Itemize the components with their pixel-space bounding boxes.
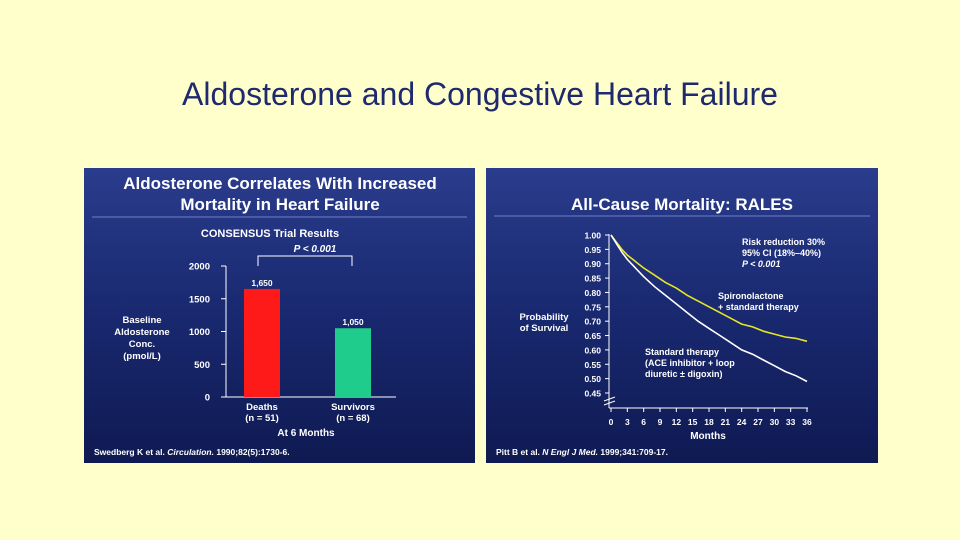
left-chart-panel: Aldosterone Correlates With Increased Mo… [84, 168, 475, 463]
left-xlabel: At 6 Months [277, 428, 335, 439]
bar-chart: Aldosterone Correlates With Increased Mo… [92, 174, 467, 457]
left-category-label: (n = 68) [336, 413, 370, 424]
right-y-tick-label: 0.60 [584, 345, 601, 355]
right-x-tick-label: 0 [609, 417, 614, 427]
standard-therapy-label-line: (ACE inhibitor + loop [645, 358, 735, 368]
right-x-tick-label: 36 [802, 417, 812, 427]
left-citation-ref: 1990;82(5):1730-6. [214, 447, 290, 457]
spironolactone-label: Spironolactone+ standard therapy [718, 291, 799, 312]
risk-line: Risk reduction 30% [742, 237, 825, 247]
left-subtitle: CONSENSUS Trial Results [201, 228, 339, 240]
spironolactone-label-line: + standard therapy [718, 302, 799, 312]
right-y-tick-label: 0.45 [584, 389, 601, 399]
left-bars: 1,650 1,050 [244, 278, 371, 397]
right-x-tick-label: 6 [641, 417, 646, 427]
right-y-tick-label: 0.85 [584, 274, 601, 284]
left-y-tick-label: 0 [205, 393, 210, 404]
left-citation-journal: Circulation. [167, 447, 214, 457]
right-citation-authors: Pitt B et al. [496, 447, 542, 457]
right-title: All-Cause Mortality: RALES [571, 195, 793, 214]
right-x-tick-label: 30 [770, 417, 780, 427]
risk-line: P < 0.001 [742, 259, 780, 269]
right-xlabel: Months [690, 431, 726, 442]
deaths-bar [244, 288, 280, 397]
right-y-tick-label: 0.75 [584, 302, 601, 312]
right-y-tick-label: 1.00 [584, 231, 601, 241]
spironolactone-label-line: Spironolactone [718, 291, 784, 301]
right-x-tick-label: 18 [704, 417, 714, 427]
right-x-tick-label: 9 [658, 417, 663, 427]
left-citation-authors: Swedberg K et al. [94, 447, 167, 457]
right-y-tick-label: 0.55 [584, 360, 601, 370]
right-y-tick-label: 0.90 [584, 259, 601, 269]
line-chart: All-Cause Mortality: RALES Probabilityof… [494, 195, 870, 457]
survival-lines [610, 234, 808, 383]
right-y-tick-label: 0.70 [584, 317, 601, 327]
left-y-ticks: 0 500 1000 1500 2000 [189, 262, 226, 404]
standard-therapy-label-line: diuretic ± digoxin) [645, 369, 722, 379]
left-y-tick-label: 500 [194, 360, 210, 371]
standard-therapy-label: Standard therapy(ACE inhibitor + loopdiu… [645, 347, 735, 379]
left-ylabel-line: (pmol/L) [123, 351, 160, 362]
right-x-tick-label: 33 [786, 417, 796, 427]
right-y-tick-label: 0.50 [584, 374, 601, 384]
bar-value-label: 1,050 [342, 317, 364, 327]
pvalue-label: P < 0.001 [294, 244, 337, 255]
axis-break-icon [603, 396, 616, 406]
standard-therapy-line [610, 234, 808, 383]
left-y-tick-label: 1000 [189, 327, 210, 338]
spironolactone-line [610, 234, 808, 343]
left-ylabel-line: Conc. [129, 339, 155, 350]
left-citation: Swedberg K et al. Circulation. 1990;82(5… [94, 447, 290, 457]
left-y-tick-label: 2000 [189, 262, 210, 273]
risk-reduction-annotation: Risk reduction 30%95% CI (18%–40%)P < 0.… [742, 237, 825, 269]
right-y-tick-label: 0.80 [584, 288, 601, 298]
right-x-ticks: 0 3 6 9 12 15 18 21 24 27 30 33 36 [609, 408, 812, 427]
right-citation-ref: 1999;341:709-17. [598, 447, 668, 457]
right-y-tick-label: 0.65 [584, 331, 601, 341]
bar-value-label: 1,650 [251, 278, 273, 288]
right-x-tick-label: 27 [753, 417, 763, 427]
right-ylabel-line: of Survival [520, 323, 569, 334]
left-category-label: Deaths [246, 402, 278, 413]
right-x-tick-label: 24 [737, 417, 747, 427]
right-y-tick-label: 0.95 [584, 245, 601, 255]
slide-title: Aldosterone and Congestive Heart Failure [182, 76, 778, 112]
left-y-tick-label: 1500 [189, 294, 210, 305]
left-category-labels: Deaths(n = 51) Survivors(n = 68) [245, 402, 375, 424]
left-category-label: (n = 51) [245, 413, 279, 424]
left-title-line1: Aldosterone Correlates With Increased [123, 174, 437, 193]
left-ylabel-line: Baseline [122, 315, 161, 326]
left-title-line2: Mortality in Heart Failure [180, 195, 379, 214]
right-citation: Pitt B et al. N Engl J Med. 1999;341:709… [496, 447, 668, 457]
right-x-tick-label: 3 [625, 417, 630, 427]
right-ylabel-line: Probability [519, 312, 569, 323]
standard-therapy-label-line: Standard therapy [645, 347, 719, 357]
right-y-ticks: 0.45 0.50 0.55 0.60 0.65 0.70 0.75 0.80 0.85 0.90… [584, 231, 609, 399]
right-x-tick-label: 15 [688, 417, 698, 427]
pvalue-bracket [257, 255, 353, 266]
survivors-bar [335, 328, 371, 397]
right-x-tick-label: 12 [672, 417, 682, 427]
right-x-tick-label: 21 [721, 417, 731, 427]
right-chart-panel: All-Cause Mortality: RALES Probability of… [486, 168, 878, 463]
left-ylabel-line: Aldosterone [114, 327, 169, 338]
risk-line: 95% CI (18%–40%) [742, 248, 821, 258]
right-citation-journal: N Engl J Med. [542, 447, 598, 457]
left-category-label: Survivors [331, 402, 375, 413]
